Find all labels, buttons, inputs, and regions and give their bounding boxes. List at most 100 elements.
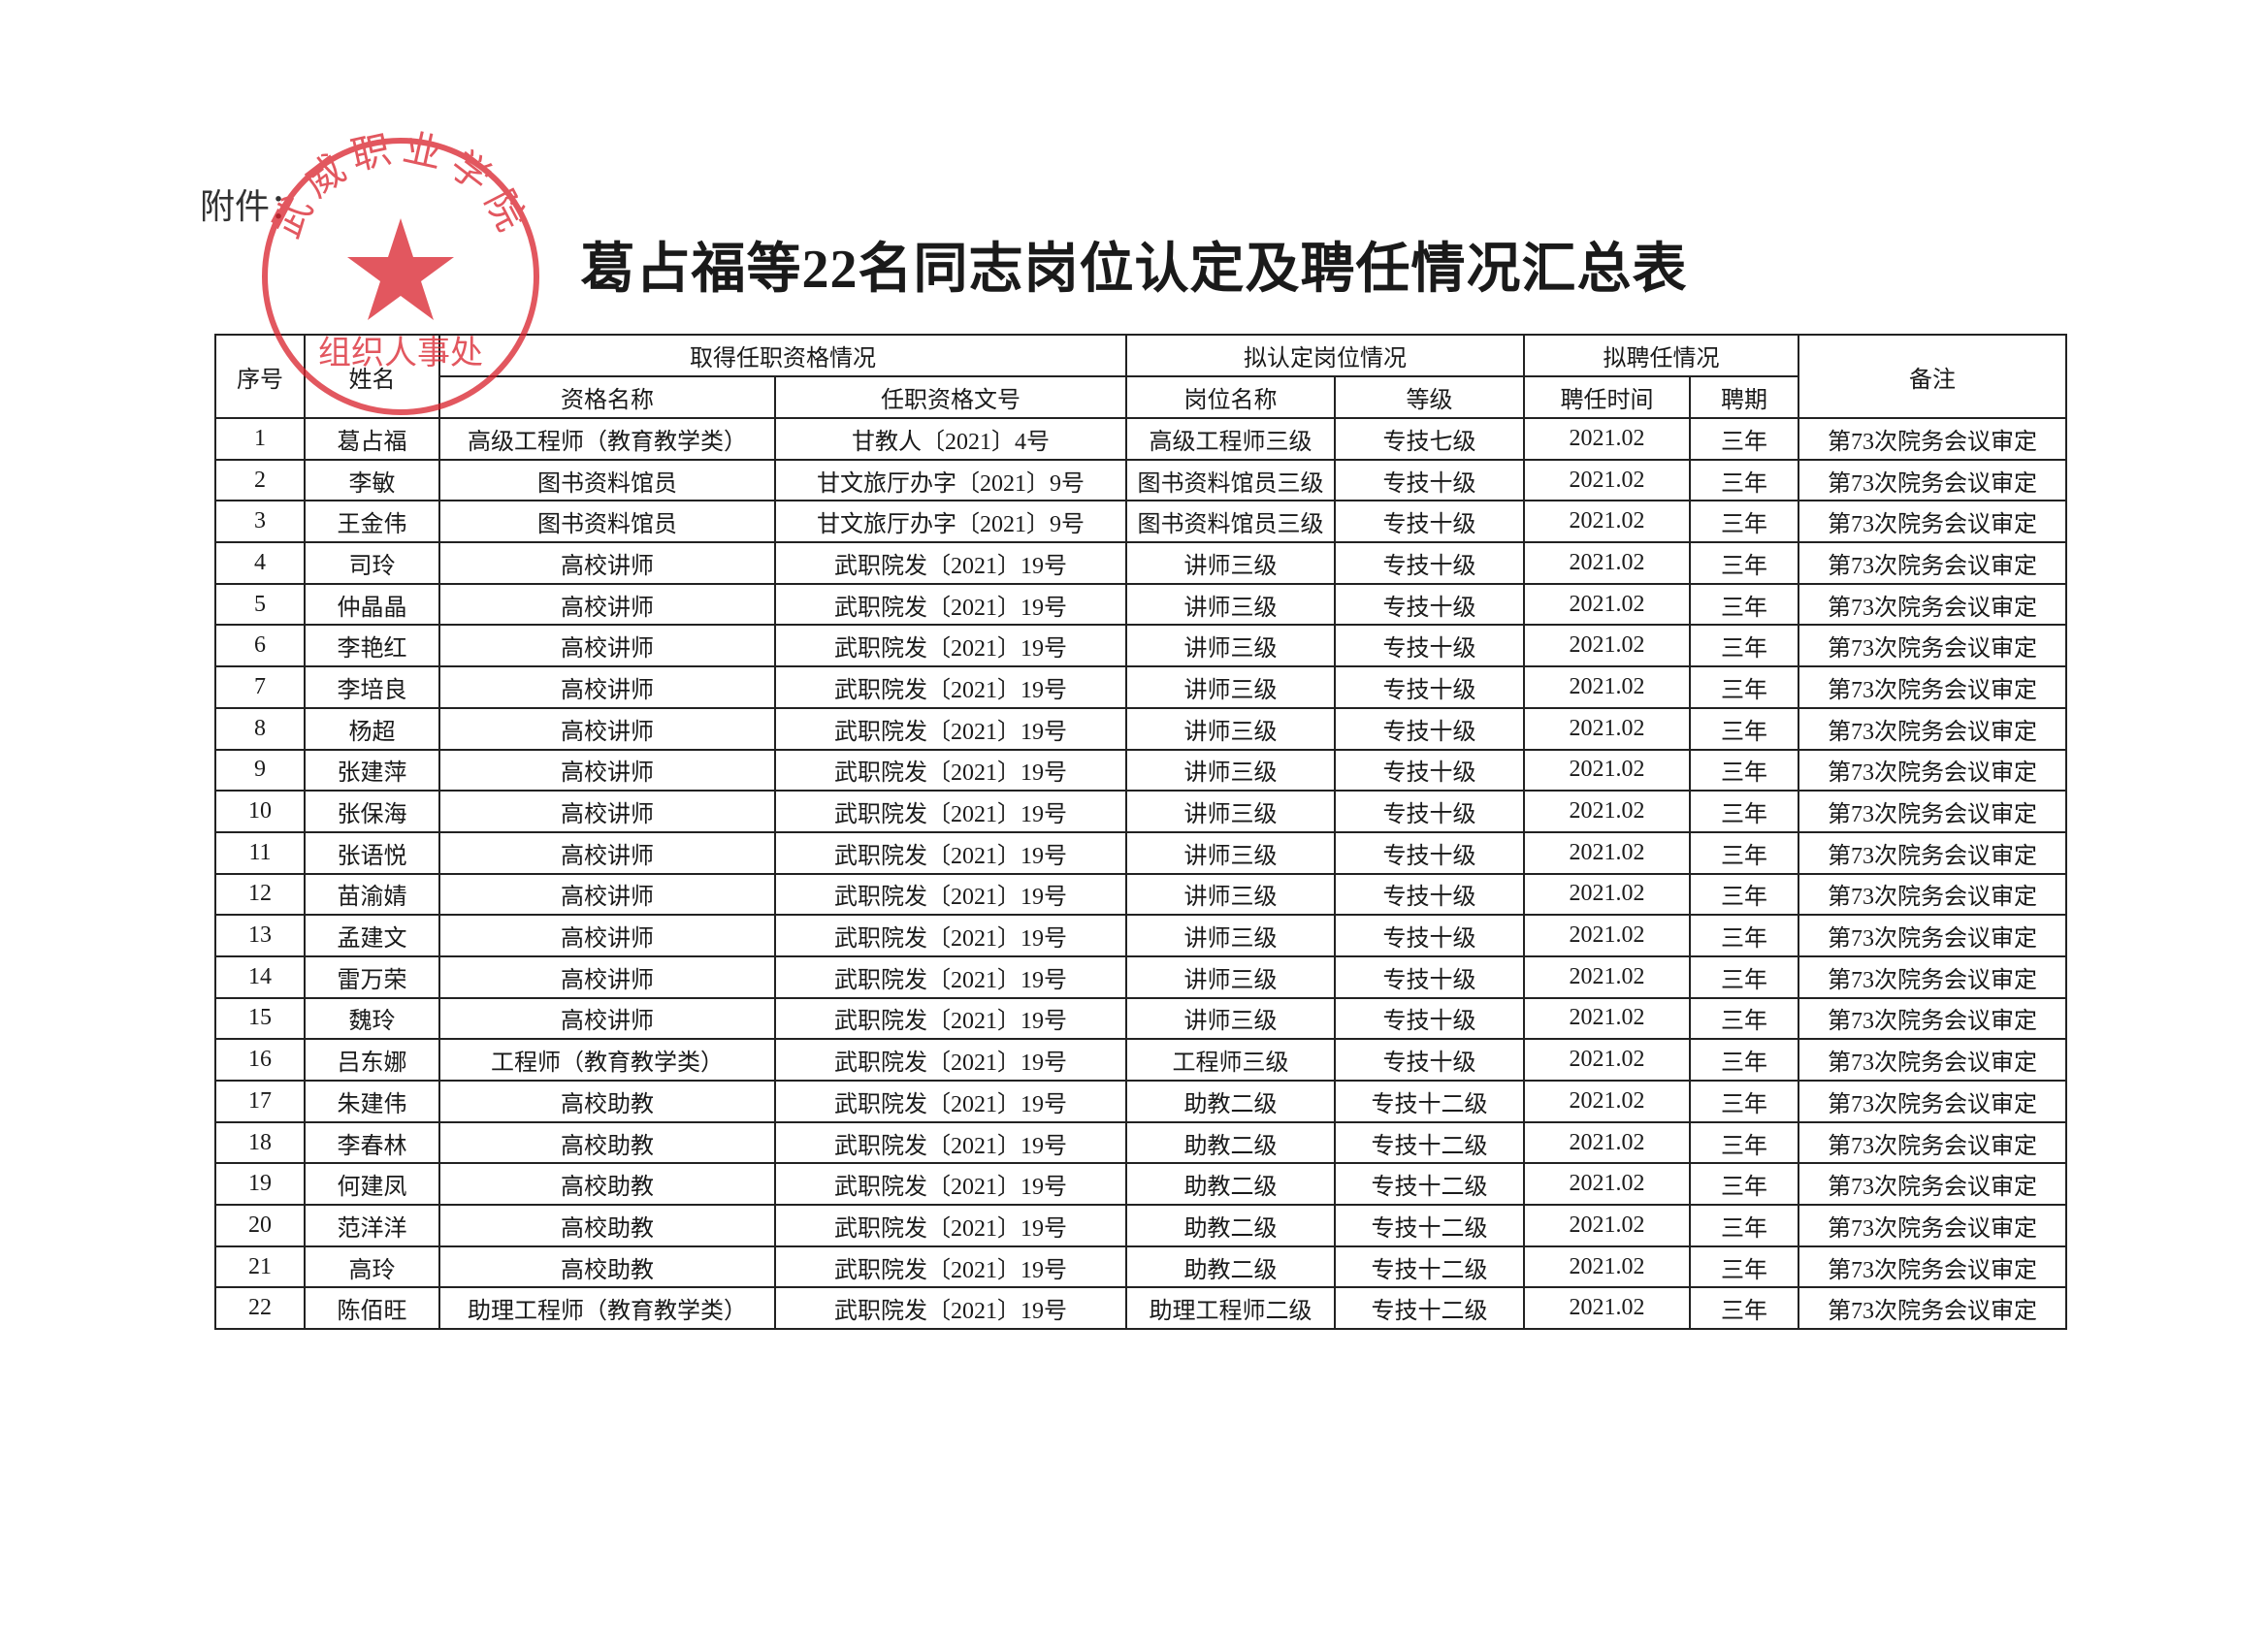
table-cell: 高校助教 — [438, 1120, 776, 1165]
table-cell: 专技十级 — [1334, 582, 1525, 627]
table-cell: 三年 — [1689, 706, 1799, 751]
table-cell: 专技十二级 — [1334, 1286, 1525, 1331]
table-cell: 2021.02 — [1523, 1038, 1691, 1082]
table-cell: 陈佰旺 — [304, 1286, 440, 1331]
table-cell: 2021.02 — [1523, 458, 1691, 502]
table-cell: 助教二级 — [1125, 1245, 1336, 1289]
table-row: 16 吕东娜 工程师（教育教学类） 武职院发〔2021〕19号 工程师三级 专技十级 202… — [214, 1038, 2067, 1082]
table-cell: 图书资料馆员三级 — [1125, 500, 1336, 544]
table-cell: 武职院发〔2021〕19号 — [774, 1245, 1127, 1289]
table-cell: 图书资料馆员 — [438, 500, 776, 544]
table-cell: 高校讲师 — [438, 954, 776, 999]
table-row: 19 何建凤 高校助教 武职院发〔2021〕19号 助教二级 专技十二级 2021.02 三年… — [214, 1162, 2067, 1207]
table-cell: 第73次院务会议审定 — [1798, 790, 2067, 833]
table-cell: 三年 — [1689, 541, 1799, 585]
table-cell: 2021.02 — [1523, 624, 1691, 668]
table-cell: 高校讲师 — [438, 996, 776, 1041]
table-cell: 讲师三级 — [1125, 954, 1336, 999]
table-row: 12 苗渝婧 高校讲师 武职院发〔2021〕19号 讲师三级 专技十级 2021.02 三年第… — [214, 872, 2067, 917]
table-cell: 第73次院务会议审定 — [1798, 872, 2067, 917]
table-cell: 讲师三级 — [1125, 541, 1336, 585]
table-cell: 专技十二级 — [1334, 1245, 1525, 1289]
table-cell: 三年 — [1689, 954, 1799, 999]
table-row: 3 王金伟 图书资料馆员 甘文旅厅办字〔2021〕9号 图书资料馆员三级 专技十级 2021… — [214, 500, 2067, 544]
table-cell: 2021.02 — [1523, 1120, 1691, 1165]
table-cell: 第73次院务会议审定 — [1798, 500, 2067, 544]
table-cell: 甘文旅厅办字〔2021〕9号 — [774, 500, 1127, 544]
table-cell: 李培良 — [304, 665, 440, 709]
table-row: 22 陈佰旺 助理工程师（教育教学类） 武职院发〔2021〕19号 助理工程师二级 专技十… — [214, 1286, 2067, 1331]
table-cell: 3 — [214, 500, 306, 544]
table-cell: 2021.02 — [1523, 1162, 1691, 1207]
table-cell: 20 — [214, 1204, 306, 1247]
table-cell: 讲师三级 — [1125, 872, 1336, 917]
header-cell: 聘期 — [1689, 375, 1799, 419]
table-cell: 高级工程师三级 — [1125, 417, 1336, 461]
table-cell: 5 — [214, 582, 306, 627]
table-cell: 三年 — [1689, 1286, 1799, 1331]
table-cell: 专技十级 — [1334, 706, 1525, 751]
header-cell: 资格名称 — [438, 375, 776, 419]
table-cell: 高校助教 — [438, 1080, 776, 1123]
header-cell: 取得任职资格情况 — [438, 334, 1127, 377]
table-cell: 专技十级 — [1334, 624, 1525, 668]
table-cell: 武职院发〔2021〕19号 — [774, 872, 1127, 917]
table-cell: 甘文旅厅办字〔2021〕9号 — [774, 458, 1127, 502]
table-cell: 2021.02 — [1523, 748, 1691, 792]
table-cell: 讲师三级 — [1125, 748, 1336, 792]
table-cell: 2021.02 — [1523, 706, 1691, 751]
table-cell: 三年 — [1689, 417, 1799, 461]
table-cell: 李春林 — [304, 1120, 440, 1165]
table-cell: 杨超 — [304, 706, 440, 751]
table-cell: 孟建文 — [304, 914, 440, 957]
table-row: 21 高玲 高校助教 武职院发〔2021〕19号 助教二级 专技十二级 2021.02 三年第… — [214, 1245, 2067, 1289]
table-cell: 高校讲师 — [438, 872, 776, 917]
table-row: 9 张建萍 高校讲师 武职院发〔2021〕19号 讲师三级 专技十级 2021.02 三年 第7… — [214, 748, 2067, 792]
table-cell: 三年 — [1689, 500, 1799, 544]
header-cell: 拟认定岗位情况 — [1125, 334, 1525, 377]
table-cell: 武职院发〔2021〕19号 — [774, 1204, 1127, 1247]
table-row: 15 魏玲 高校讲师 武职院发〔2021〕19号 讲师三级 专技十级 2021.02 三年 第7… — [214, 996, 2067, 1041]
table-cell: 武职院发〔2021〕19号 — [774, 541, 1127, 585]
header-cell: 岗位名称 — [1125, 375, 1336, 419]
table-cell: 第73次院务会议审定 — [1798, 748, 2067, 792]
table-row: 14 雷万荣 高校讲师 武职院发〔2021〕19号 讲师三级 专技十级 2021.02 三年第… — [214, 954, 2067, 999]
table-row: 20 范洋洋 高校助教 武职院发〔2021〕19号 助教二级 专技十二级 2021.02 三年… — [214, 1204, 2067, 1247]
table-cell: 12 — [214, 872, 306, 917]
table-cell: 专技十级 — [1334, 830, 1525, 875]
table-cell: 专技十二级 — [1334, 1080, 1525, 1123]
table-cell: 15 — [214, 996, 306, 1041]
seal: 武威职业学院 组织人事处 — [262, 126, 539, 415]
table-cell: 武职院发〔2021〕19号 — [774, 914, 1127, 957]
table-cell: 武职院发〔2021〕19号 — [774, 1162, 1127, 1207]
table-cell: 第73次院务会议审定 — [1798, 458, 2067, 502]
table-cell: 魏玲 — [304, 996, 440, 1041]
table-cell: 讲师三级 — [1125, 665, 1336, 709]
table-cell: 专技十级 — [1334, 954, 1525, 999]
table-cell: 16 — [214, 1038, 306, 1082]
table-cell: 高校助教 — [438, 1162, 776, 1207]
table-cell: 2021.02 — [1523, 541, 1691, 585]
table-cell: 葛占福 — [304, 417, 440, 461]
table-cell: 工程师（教育教学类） — [438, 1038, 776, 1082]
table-cell: 4 — [214, 541, 306, 585]
table-cell: 高玲 — [304, 1245, 440, 1289]
table-cell: 9 — [214, 748, 306, 792]
table-cell: 2021.02 — [1523, 830, 1691, 875]
table-cell: 图书资料馆员 — [438, 458, 776, 502]
table-cell: 2021.02 — [1523, 996, 1691, 1041]
table-cell: 李艳红 — [304, 624, 440, 668]
table-cell: 第73次院务会议审定 — [1798, 417, 2067, 461]
table-cell: 13 — [214, 914, 306, 957]
table-cell: 高校讲师 — [438, 665, 776, 709]
table-row: 7 李培良 高校讲师 武职院发〔2021〕19号 讲师三级 专技十级 2021.02 三年 第7… — [214, 665, 2067, 709]
table-cell: 第73次院务会议审定 — [1798, 830, 2067, 875]
table-cell: 高校讲师 — [438, 790, 776, 833]
table-row: 18 李春林 高校助教 武职院发〔2021〕19号 助教二级 专技十二级 2021.02 三年… — [214, 1120, 2067, 1165]
table-row: 1 葛占福 高级工程师（教育教学类） 甘教人〔2021〕4号 高级工程师三级 专技七级 20… — [214, 417, 2067, 461]
table-cell: 6 — [214, 624, 306, 668]
table-cell: 仲晶晶 — [304, 582, 440, 627]
table-cell: 甘教人〔2021〕4号 — [774, 417, 1127, 461]
header-cell: 序号 — [214, 334, 306, 419]
table-cell: 2021.02 — [1523, 914, 1691, 957]
